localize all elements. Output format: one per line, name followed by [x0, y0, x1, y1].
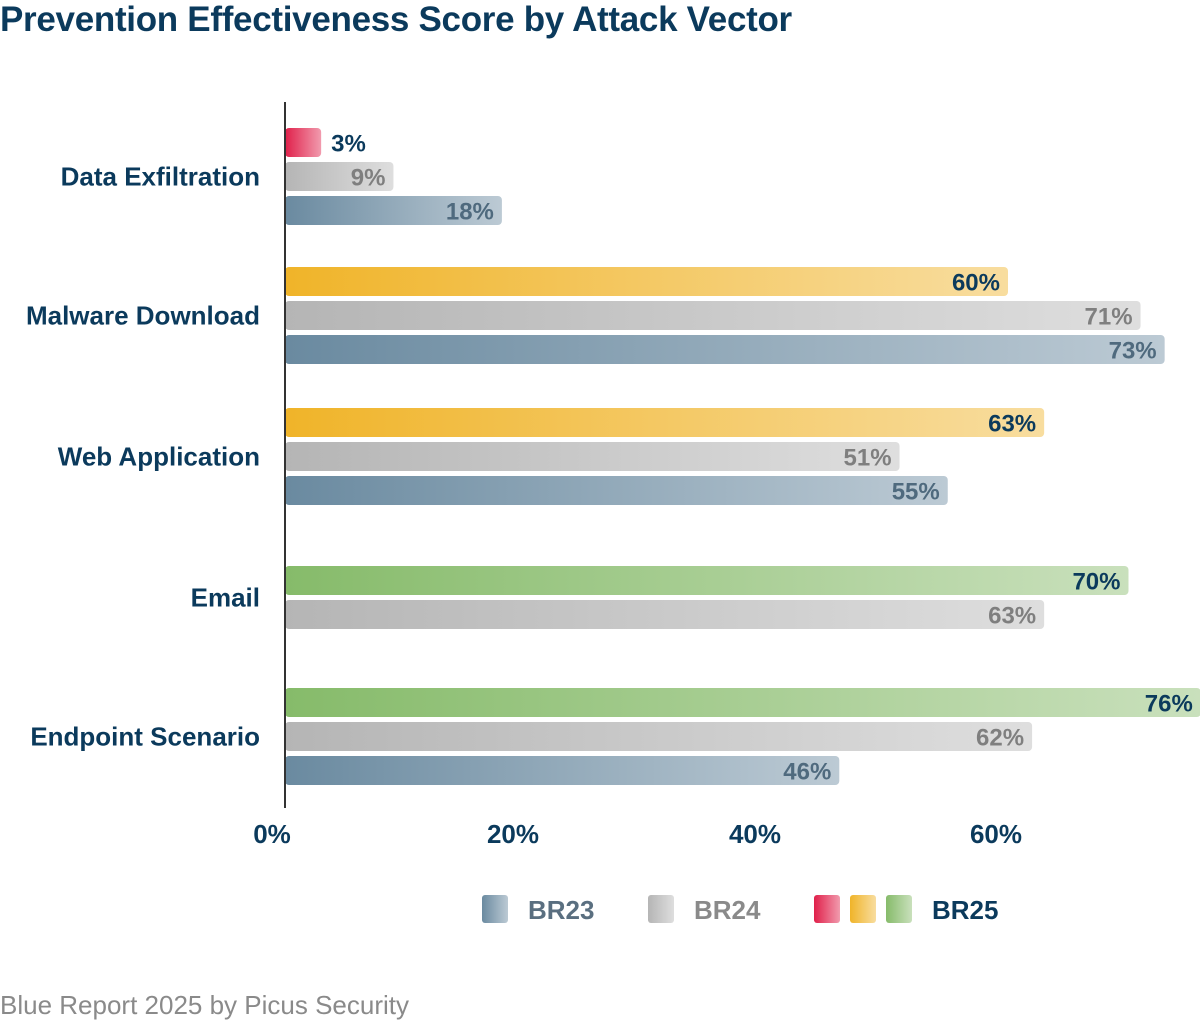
legend-label: BR25: [932, 895, 998, 925]
x-tick-label: 20%: [487, 819, 539, 849]
bar-br23: [285, 196, 502, 225]
bar-br24: [285, 442, 900, 471]
footer-credit: Blue Report 2025 by Picus Security: [0, 990, 409, 1020]
legend-label: BR24: [694, 895, 761, 925]
legend-swatch: [648, 895, 674, 923]
value-label: 55%: [892, 479, 940, 506]
legend: BR23 BR24 BR25: [482, 895, 998, 925]
bar-br24: [285, 301, 1141, 330]
value-label: 76%: [1145, 691, 1193, 718]
value-label: 73%: [1109, 338, 1157, 365]
bar-br23: [285, 335, 1165, 364]
legend-swatch: [850, 895, 876, 923]
bar-br25: [285, 566, 1129, 595]
value-label: 62%: [976, 725, 1024, 752]
bar-br23: [285, 476, 948, 505]
bar-br23: [285, 756, 840, 785]
x-tick-labels: 0% 20% 40% 60%: [253, 819, 1022, 849]
legend-swatch: [886, 895, 912, 923]
value-label: 51%: [844, 445, 892, 472]
category-label: Endpoint Scenario: [30, 722, 260, 752]
category-labels: Data Exfiltration Malware Download Web App…: [26, 162, 260, 752]
bar-br24: [285, 162, 394, 191]
value-label: 18%: [446, 199, 494, 226]
bars-group: 3% 9% 18% 60% 71% 73% 63% 51%55% 70% 63% 76% 62% 46%: [285, 128, 1200, 786]
legend-label: BR23: [528, 895, 594, 925]
value-label: 46%: [783, 759, 831, 786]
bar-br24: [285, 600, 1045, 629]
bar-br25: [285, 688, 1200, 717]
value-label: 63%: [988, 411, 1036, 438]
category-label: Data Exfiltration: [61, 162, 260, 192]
value-label: 9%: [351, 165, 386, 192]
legend-swatch: [814, 895, 840, 923]
x-tick-label: 60%: [970, 819, 1022, 849]
category-label: Email: [191, 583, 260, 613]
value-label: 70%: [1072, 569, 1120, 596]
bar-br24: [285, 722, 1033, 751]
value-label: 63%: [988, 603, 1036, 630]
category-label: Malware Download: [26, 301, 260, 331]
chart-title: Prevention Effectiveness Score by Attack…: [0, 0, 792, 39]
x-tick-label: 0%: [253, 819, 291, 849]
bar-br25: [285, 128, 322, 157]
bar-br25: [285, 267, 1008, 296]
value-label: 71%: [1085, 304, 1133, 331]
x-tick-label: 40%: [729, 819, 781, 849]
bar-br25: [285, 408, 1045, 437]
value-label: 60%: [952, 270, 1000, 297]
category-label: Web Application: [58, 442, 260, 472]
legend-swatch: [482, 895, 508, 923]
value-label: 3%: [331, 131, 366, 158]
